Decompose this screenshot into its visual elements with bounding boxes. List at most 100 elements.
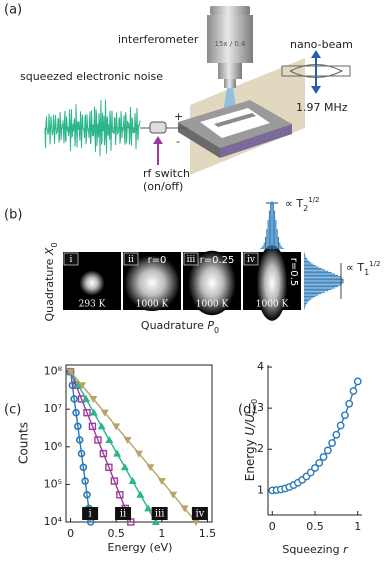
y-tick-label: 10⁴: [44, 515, 63, 528]
beam-mode: [289, 64, 344, 78]
marker: [353, 377, 362, 386]
marker: [349, 387, 358, 395]
temperature-label: 293 K: [79, 300, 106, 310]
x-axis-label: Quadrature P0: [141, 319, 219, 335]
width-label-part: 2: [303, 204, 308, 213]
marker: [75, 436, 84, 444]
marker: [100, 409, 109, 417]
panel-label: (d): [238, 403, 256, 418]
index-box: [183, 252, 199, 266]
chip-side: [178, 122, 220, 158]
x-tick-label: 1.5: [199, 527, 217, 540]
marker: [128, 477, 137, 485]
y-axis-label-part: Quadrature: [43, 255, 56, 321]
legend-label: ii: [120, 509, 126, 520]
x-axis-label-part: r: [343, 543, 349, 556]
quadrature-blob: [79, 270, 105, 296]
marker: [123, 436, 132, 444]
index-box: [243, 252, 259, 266]
marker: [157, 478, 166, 486]
legend-label: iv: [195, 509, 204, 520]
marker: [323, 446, 332, 455]
y-axis-label: Counts: [17, 422, 31, 464]
marker: [74, 381, 83, 389]
panel-label: (b): [4, 208, 22, 223]
scope-nozzle: [218, 63, 242, 79]
quadrature-blob: [188, 250, 236, 316]
marker: [79, 463, 88, 472]
quadrature-blob: [256, 245, 288, 321]
image-index: ii: [128, 255, 134, 265]
marker: [328, 439, 336, 447]
x-tick-label: 1: [158, 527, 165, 540]
y-tick-label: 4: [257, 360, 264, 373]
legend-label: iii: [155, 509, 165, 520]
marker: [82, 394, 91, 402]
y-axis-label-part: Energy: [243, 435, 257, 481]
y-tick-label: 10⁷: [44, 402, 62, 415]
marker: [110, 477, 119, 485]
index-box: [63, 252, 79, 266]
rf-switch: [149, 121, 167, 134]
width-label: ∝ T21/2: [285, 196, 319, 213]
width-label-part: ∝ T: [285, 197, 303, 210]
x-tick-label: 0.5: [107, 527, 125, 540]
legend-box: [115, 507, 132, 520]
panel-label: (c): [4, 403, 21, 418]
marker: [94, 436, 102, 444]
marker: [105, 435, 114, 443]
chip-front: [220, 124, 292, 158]
marker: [116, 491, 124, 499]
nano-beam-label: nano-beam: [290, 38, 353, 51]
scope-body: [207, 15, 253, 63]
marker: [72, 408, 80, 417]
x-axis-label: Squeezing r: [282, 543, 349, 556]
width-label-part: 1/2: [369, 260, 380, 268]
y-axis-label-part: 0: [50, 242, 59, 247]
y-tick-label: 10⁵: [44, 477, 62, 490]
marker: [311, 464, 319, 472]
series-line: [69, 371, 132, 523]
marker: [192, 519, 201, 526]
switch-label: (on/off): [143, 180, 183, 193]
arrow-head: [311, 86, 321, 94]
marker: [319, 453, 328, 461]
marker: [169, 491, 178, 499]
marker: [113, 449, 122, 457]
marker: [70, 395, 79, 403]
marker: [83, 490, 91, 499]
index-box: [123, 252, 139, 266]
marker: [180, 505, 189, 513]
noise-label: squeezed electronic noise: [20, 70, 163, 83]
legend-box: [191, 507, 208, 520]
width-label: ∝ T11/2: [346, 260, 380, 277]
legend-box: [151, 507, 168, 520]
x-tick-label: 1: [354, 520, 361, 533]
y-tick-label: 3: [257, 401, 264, 414]
x-axis-label-part: P: [207, 319, 214, 332]
marker: [120, 463, 129, 471]
y-axis-label-part: U/U: [243, 414, 257, 436]
series-line: [70, 371, 197, 523]
temperature-label: 1000 K: [256, 300, 289, 310]
marker: [332, 430, 341, 439]
y-axis-label-part: r=0: [250, 399, 259, 414]
legend-label: i: [88, 509, 91, 520]
marker: [88, 422, 97, 431]
marker: [66, 368, 75, 376]
scope-cap: [210, 6, 250, 15]
chip-beam: [214, 113, 256, 127]
width-label-part: ∝ T: [346, 261, 364, 274]
frequency-label: 1.97 MHz: [296, 101, 348, 114]
marker: [77, 449, 86, 458]
series-line: [69, 371, 157, 523]
marker: [105, 463, 113, 472]
interferometer-label: interferometer: [118, 33, 199, 46]
marker: [341, 411, 349, 420]
marker: [81, 477, 89, 485]
marker: [99, 449, 108, 458]
marker: [315, 458, 324, 467]
image-index: i: [70, 255, 73, 265]
series-line: [69, 371, 92, 523]
